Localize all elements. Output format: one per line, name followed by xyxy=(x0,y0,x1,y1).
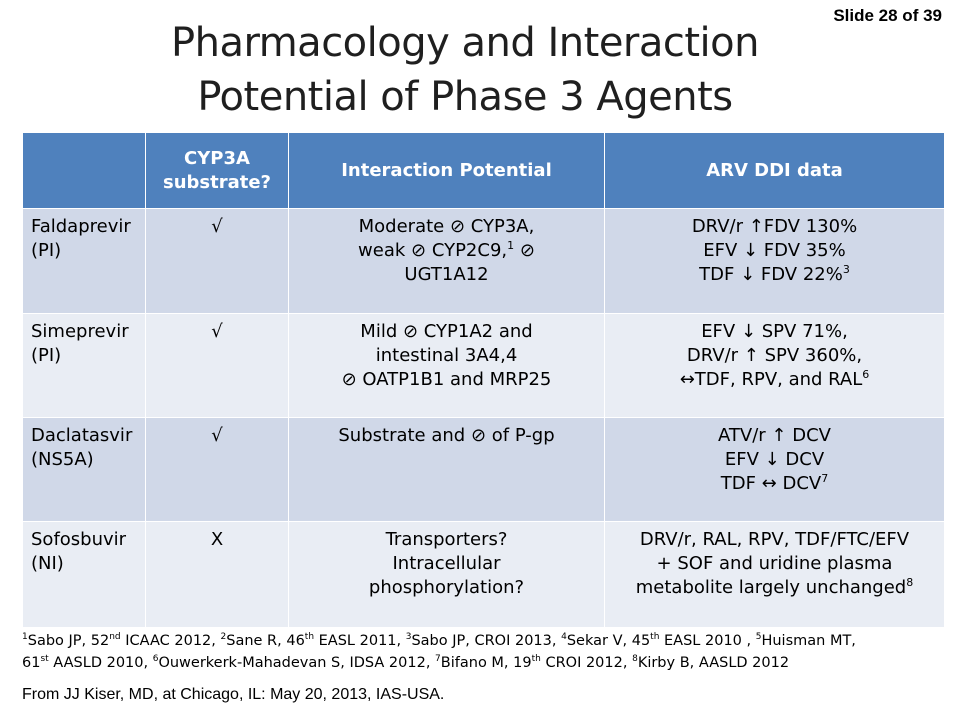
interaction-line: ⊘ OATP1B1 and MRP25 xyxy=(341,369,552,390)
arv-line: ATV/r ↑ DCV xyxy=(718,425,831,446)
slide-title: Pharmacology and Interaction Potential o… xyxy=(70,16,860,124)
header-cyp3a: CYP3A substrate? xyxy=(145,132,289,209)
arv-line: TDF ↓ FDV 22%3 xyxy=(699,263,850,285)
arv-cell: EFV ↓ SPV 71%, DRV/r ↑ SPV 360%, ↔TDF, R… xyxy=(604,313,945,418)
source-credit: From JJ Kiser, MD, at Chicago, IL: May 2… xyxy=(22,686,445,703)
arv-line: ↔TDF, RPV, and RAL6 xyxy=(679,368,870,390)
arv-line: EFV ↓ FDV 35% xyxy=(703,240,846,261)
interaction-line: UGT1A12 xyxy=(404,264,489,285)
arv-line: + SOF and uridine plasma xyxy=(656,553,893,574)
interaction-line: Substrate and ⊘ of P-gp xyxy=(338,425,555,446)
table-header-row: CYP3A substrate? Interaction Potential A… xyxy=(22,132,945,209)
interaction-cell: Transporters? Intracellular phosphorylat… xyxy=(288,521,605,628)
arv-line: metabolite largely unchanged8 xyxy=(635,576,914,598)
arv-cell: ATV/r ↑ DCV EFV ↓ DCV TDF ↔ DCV7 xyxy=(604,417,945,522)
footnote-line-2: 61st AASLD 2010, 6Ouwerkerk-Mahadevan S,… xyxy=(22,654,790,671)
table-row: Daclatasvir (NS5A) √ Substrate and ⊘ of … xyxy=(22,417,945,522)
table-row: Faldaprevir (PI) √ Moderate ⊘ CYP3A, wea… xyxy=(22,208,945,314)
interaction-cell: Moderate ⊘ CYP3A, weak ⊘ CYP2C9,1 ⊘ UGT1… xyxy=(288,208,605,314)
table-row: Sofosbuvir (NI) X Transporters? Intracel… xyxy=(22,521,945,628)
arv-line: DRV/r, RAL, RPV, TDF/FTC/EFV xyxy=(639,529,910,550)
arv-line: EFV ↓ SPV 71%, xyxy=(701,321,848,342)
interaction-line: Transporters? xyxy=(385,529,508,550)
arv-line: TDF ↔ DCV7 xyxy=(720,472,829,494)
interaction-line: Moderate ⊘ CYP3A, xyxy=(358,216,535,237)
agent-cell: Faldaprevir (PI) xyxy=(22,208,146,314)
header-interaction: Interaction Potential xyxy=(288,132,605,209)
agent-cell: Sofosbuvir (NI) xyxy=(22,521,146,628)
ddi-table: CYP3A substrate? Interaction Potential A… xyxy=(22,132,945,628)
title-line-1: Pharmacology and Interaction xyxy=(170,20,760,66)
cyp3a-cell: X xyxy=(145,521,289,628)
arv-line: EFV ↓ DCV xyxy=(724,449,825,470)
interaction-line: Mild ⊘ CYP1A2 and xyxy=(360,321,533,342)
arv-cell: DRV/r ↑FDV 130% EFV ↓ FDV 35% TDF ↓ FDV … xyxy=(604,208,945,314)
cyp3a-cell: √ xyxy=(145,313,289,418)
footnote-line-1: 1Sabo JP, 52nd ICAAC 2012, 2Sane R, 46th… xyxy=(22,632,856,649)
interaction-line: weak ⊘ CYP2C9,1 ⊘ xyxy=(358,239,535,261)
table-row: Simeprevir (PI) √ Mild ⊘ CYP1A2 and inte… xyxy=(22,313,945,418)
references-footnote: 1Sabo JP, 52nd ICAAC 2012, 2Sane R, 46th… xyxy=(22,630,942,674)
interaction-line: Intracellular xyxy=(392,553,501,574)
interaction-cell: Substrate and ⊘ of P-gp xyxy=(288,417,605,522)
agent-cell: Simeprevir (PI) xyxy=(22,313,146,418)
cyp3a-cell: √ xyxy=(145,417,289,522)
arv-line: DRV/r ↑FDV 130% xyxy=(691,216,858,237)
cyp3a-cell: √ xyxy=(145,208,289,314)
slide-number: Slide 28 of 39 xyxy=(833,6,942,25)
interaction-line: intestinal 3A4,4 xyxy=(375,345,518,366)
header-blank xyxy=(22,132,146,209)
arv-cell: DRV/r, RAL, RPV, TDF/FTC/EFV + SOF and u… xyxy=(604,521,945,628)
title-line-2: Potential of Phase 3 Agents xyxy=(197,74,733,120)
interaction-line: phosphorylation? xyxy=(368,577,525,598)
arv-line: DRV/r ↑ SPV 360%, xyxy=(686,345,863,366)
header-arv: ARV DDI data xyxy=(604,132,945,209)
interaction-cell: Mild ⊘ CYP1A2 and intestinal 3A4,4 ⊘ OAT… xyxy=(288,313,605,418)
agent-cell: Daclatasvir (NS5A) xyxy=(22,417,146,522)
